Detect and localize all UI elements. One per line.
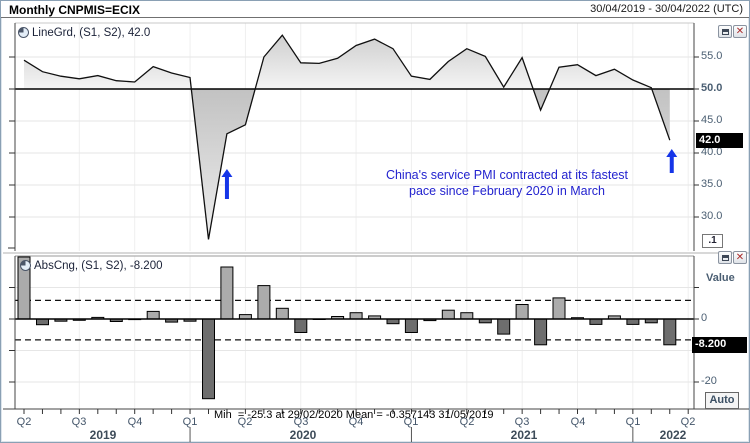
abschg-bar bbox=[534, 318, 548, 346]
restore-icon bbox=[721, 28, 729, 35]
auto-scale-button[interactable]: Auto bbox=[705, 392, 739, 409]
main-y-tick-label: 35.0 bbox=[701, 178, 723, 190]
abschg-bar bbox=[386, 318, 400, 325]
quarter-label: Q2 bbox=[680, 416, 696, 428]
date-range: 30/04/2019 - 30/04/2022 (UTC) bbox=[590, 3, 743, 15]
interval-clock-icon bbox=[20, 260, 31, 271]
bottom-panel-close-button[interactable]: ✕ bbox=[733, 251, 747, 264]
main-panel-close-button[interactable]: ✕ bbox=[733, 25, 747, 38]
abschg-bar bbox=[626, 318, 640, 325]
value-axis-title: Value bbox=[706, 272, 735, 284]
year-label: 2020 bbox=[289, 428, 317, 442]
close-icon: ✕ bbox=[735, 25, 745, 37]
up-arrow-head bbox=[666, 149, 678, 157]
quarter-label: Q4 bbox=[570, 416, 586, 428]
stats-min-mean-line: Min = -25.3 at 29/02/2020 Mean = -0.3571… bbox=[214, 409, 494, 421]
pmi-area-above bbox=[24, 35, 670, 89]
main-series-legend[interactable]: LineGrd, (S1, S2), 42.0 bbox=[17, 26, 150, 39]
up-arrow bbox=[669, 156, 674, 173]
bottom-panel-restore-button[interactable] bbox=[718, 251, 732, 264]
main-y-tick-label: 45.0 bbox=[701, 114, 723, 126]
main-legend-label: LineGrd, (S1, S2), 42.0 bbox=[32, 26, 151, 39]
abschg-bar bbox=[202, 318, 215, 400]
bottom-last-value-badge: -8.200 bbox=[692, 337, 747, 353]
abschg-bar bbox=[146, 310, 160, 320]
close-icon: ✕ bbox=[735, 251, 745, 263]
up-arrow bbox=[224, 176, 229, 199]
restore-icon bbox=[721, 254, 729, 261]
series-statistics: Min = -25.3 at 29/02/2020 Mean = -0.3571… bbox=[214, 382, 494, 442]
quarter-label: Q4 bbox=[127, 416, 143, 428]
abschg-bar bbox=[460, 312, 474, 320]
abschg-bar bbox=[275, 307, 289, 320]
abschg-bar bbox=[220, 266, 234, 320]
quarter-label: Q3 bbox=[293, 416, 309, 428]
decimal-precision-button[interactable]: .1 bbox=[702, 234, 723, 248]
quarter-label: Q2 bbox=[16, 416, 32, 428]
main-y-tick-label: 55.0 bbox=[701, 50, 723, 62]
abschg-bar bbox=[441, 309, 455, 320]
quarter-label: Q1 bbox=[182, 416, 198, 428]
main-y-tick-label: 40.0 bbox=[701, 146, 723, 158]
interval-clock-icon bbox=[18, 27, 29, 38]
abschg-bar bbox=[497, 318, 511, 335]
main-y-tick-label: 30.0 bbox=[701, 210, 723, 222]
bottom-legend-label: AbsCng, (S1, S2), -8.200 bbox=[34, 259, 163, 272]
chart-title: Monthly CNPMIS=ECIX bbox=[9, 3, 141, 17]
up-arrow-head bbox=[221, 169, 233, 177]
quarter-label: Q1 bbox=[403, 416, 419, 428]
bottom-series-legend[interactable]: AbsCng, (S1, S2), -8.200 bbox=[19, 259, 162, 272]
abschg-bar bbox=[349, 312, 363, 320]
annotation-text: China's service PMI contracted at its fa… bbox=[307, 167, 707, 199]
abschg-bar bbox=[257, 285, 271, 320]
abschg-bar bbox=[294, 318, 308, 333]
annotation-line-1: China's service PMI contracted at its fa… bbox=[385, 168, 629, 182]
abschg-bar bbox=[515, 304, 529, 320]
abschg-bar bbox=[404, 318, 418, 333]
annotation-line-2: pace since February 2020 in March bbox=[409, 184, 605, 198]
abschg-bar bbox=[36, 318, 49, 326]
main-last-value-badge: 42.0 bbox=[696, 133, 743, 148]
bottom-y-tick-label: 0 bbox=[701, 312, 708, 324]
bottom-y-tick-label: -20 bbox=[701, 375, 717, 387]
main-y-tick-label: 50.0 bbox=[701, 82, 723, 94]
year-label: 2019 bbox=[89, 428, 117, 442]
abschg-bar bbox=[552, 297, 566, 320]
quarter-label: Q2 bbox=[237, 416, 253, 428]
quarter-label: Q1 bbox=[625, 416, 641, 428]
main-panel-restore-button[interactable] bbox=[718, 25, 732, 38]
quarter-label: Q4 bbox=[348, 416, 364, 428]
quarter-label: Q3 bbox=[71, 416, 87, 428]
year-label: 2021 bbox=[510, 428, 538, 442]
title-bar bbox=[1, 1, 749, 18]
abschg-bar bbox=[589, 318, 603, 325]
abschg-bar bbox=[663, 318, 677, 346]
pmi-line bbox=[23, 34, 671, 240]
quarter-label: Q2 bbox=[459, 416, 475, 428]
quarter-label: Q3 bbox=[514, 416, 530, 428]
year-label: 2022 bbox=[659, 428, 687, 442]
